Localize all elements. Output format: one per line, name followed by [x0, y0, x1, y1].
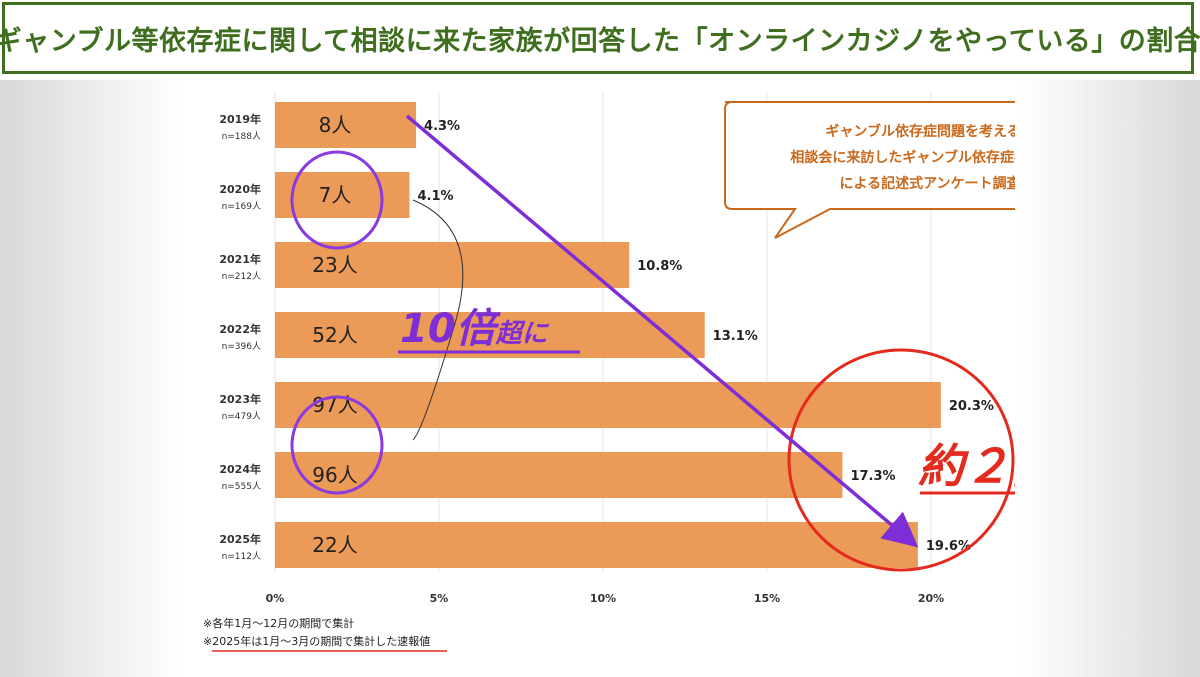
- circle-highlight-2023-2024: [290, 395, 384, 495]
- y-tick-sample-size: n=396人: [222, 341, 261, 352]
- bar-chart: 8人 4.3% 2019年 n=188人 7人 4.1% 2020年 n=169人 23人 10.…: [203, 92, 1015, 652]
- y-tick-year: 2019年: [219, 112, 261, 126]
- bar-value-label: 17.3%: [850, 469, 895, 484]
- bar-count-label: 96人: [312, 463, 357, 487]
- frame-shade-left: [0, 80, 180, 677]
- bar: [275, 242, 630, 288]
- growth-suffix: 超に: [495, 319, 550, 349]
- bar-value-label: 19.6%: [926, 539, 971, 554]
- x-axis-ticks: 0% 5% 10% 15% 20%: [266, 592, 945, 605]
- y-tick-sample-size: n=169人: [222, 201, 261, 212]
- x-tick-label: 15%: [754, 592, 780, 605]
- y-tick-sample-size: n=112人: [222, 551, 261, 562]
- bar: [275, 102, 417, 148]
- y-tick-year: 2022年: [219, 322, 261, 336]
- y-tick-year: 2021年: [219, 252, 261, 266]
- page-title: ギャンブル等依存症に関して相談に来た家族が回答した「オンラインカジノをやっている…: [0, 25, 1200, 57]
- bar-value-label: 13.1%: [713, 329, 758, 344]
- bar-count-label: 22人: [312, 533, 357, 557]
- x-tick-label: 20%: [918, 592, 944, 605]
- growth-main: 10倍: [400, 306, 502, 352]
- y-tick-year: 2025年: [219, 532, 261, 546]
- y-tick-year: 2024年: [219, 462, 261, 476]
- x-tick-label: 10%: [590, 592, 616, 605]
- growth-annotation: 10倍超に: [398, 306, 580, 354]
- y-tick-sample-size: n=212人: [222, 271, 261, 282]
- bar-count-label: 23人: [312, 253, 357, 277]
- bracket-curve: [412, 199, 464, 441]
- bar-value-label: 4.3%: [424, 119, 460, 134]
- callout-bubble: [724, 101, 1015, 239]
- circle-highlight-share: [787, 348, 1015, 572]
- share-annotation: 約２割: [918, 439, 1015, 495]
- note-line: ※2025年は1月～3月の期間で集計した速報値: [203, 634, 430, 648]
- callout-line: による記述式アンケート調査の結果: [839, 175, 1015, 192]
- y-tick-sample-size: n=188人: [222, 131, 261, 142]
- title-bar: ギャンブル等依存症に関して相談に来た家族が回答した「オンラインカジノをやっている…: [0, 2, 1200, 74]
- bar: [275, 522, 918, 568]
- bar-value-label: 4.1%: [417, 189, 453, 204]
- y-tick-year: 2023年: [219, 392, 261, 406]
- bar-value-label: 20.3%: [949, 399, 994, 414]
- bar: [275, 312, 705, 358]
- circle-highlight-2019-2020: [290, 150, 384, 250]
- y-tick-year: 2020年: [219, 182, 261, 196]
- callout-box: ギャンブル依存症問題を考える会主催の 相談会に来訪したギャンブル依存症者の家族に…: [724, 101, 1015, 239]
- trend-arrow: [405, 114, 919, 548]
- bar-count-label: 7人: [319, 183, 352, 207]
- labels: 8人 4.3% 2019年 n=188人 7人 4.1% 2020年 n=169人 23人 10.…: [219, 112, 994, 562]
- bar-count-label: 52人: [312, 323, 357, 347]
- x-tick-label: 5%: [430, 592, 449, 605]
- callout-line: ギャンブル依存症問題を考える会主催の: [825, 123, 1015, 140]
- y-tick-sample-size: n=479人: [222, 411, 261, 422]
- share-text: 約２割: [918, 439, 1015, 493]
- y-tick-sample-size: n=555人: [222, 481, 261, 492]
- x-tick-label: 0%: [266, 592, 285, 605]
- bar: [275, 452, 843, 498]
- chart-panel: 8人 4.3% 2019年 n=188人 7人 4.1% 2020年 n=169人 23人 10.…: [185, 80, 1015, 675]
- svg-text:10倍超に: 10倍超に: [400, 306, 550, 352]
- bar: [275, 382, 941, 428]
- callout-line: 相談会に来訪したギャンブル依存症者の家族による: [790, 149, 1015, 166]
- bar-value-label: 10.8%: [637, 259, 682, 274]
- bar-count-label: 8人: [319, 113, 352, 137]
- frame-shade-right: [1020, 80, 1200, 677]
- note-line: ※各年1月～12月の期間で集計: [203, 616, 354, 630]
